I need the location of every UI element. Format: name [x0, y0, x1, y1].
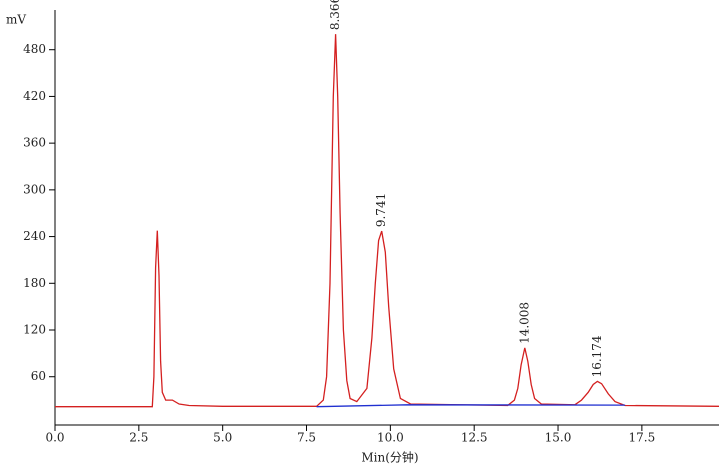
- y-tick-label: 240: [23, 229, 46, 243]
- y-tick-label: 60: [31, 369, 46, 383]
- x-tick-label: 7.5: [297, 431, 316, 445]
- x-tick-label: 12.5: [461, 431, 488, 445]
- x-tick-label: 17.5: [629, 431, 656, 445]
- y-tick-label: 120: [23, 323, 46, 337]
- x-tick-label: 10.0: [377, 431, 404, 445]
- x-tick-label: 2.5: [129, 431, 148, 445]
- peak-label: 9.741: [374, 193, 388, 227]
- x-tick-label: 0.0: [45, 431, 64, 445]
- y-tick-label: 480: [23, 42, 46, 56]
- trace: [55, 34, 719, 408]
- y-tick-label: 300: [23, 182, 46, 196]
- x-axis-label: Min(分钟): [361, 450, 418, 465]
- x-tick-label: 5.0: [213, 431, 232, 445]
- y-tick-label: 180: [23, 276, 46, 290]
- y-tick-label: 360: [23, 136, 46, 150]
- trace: [316, 404, 626, 408]
- y-tick-label: 420: [23, 89, 46, 103]
- y-axis-label: mV: [6, 13, 26, 27]
- peak-label: 16.174: [590, 335, 604, 377]
- peak-label: 14.008: [517, 302, 531, 344]
- x-tick-label: 15.0: [545, 431, 572, 445]
- peak-label: 8.366: [328, 0, 342, 30]
